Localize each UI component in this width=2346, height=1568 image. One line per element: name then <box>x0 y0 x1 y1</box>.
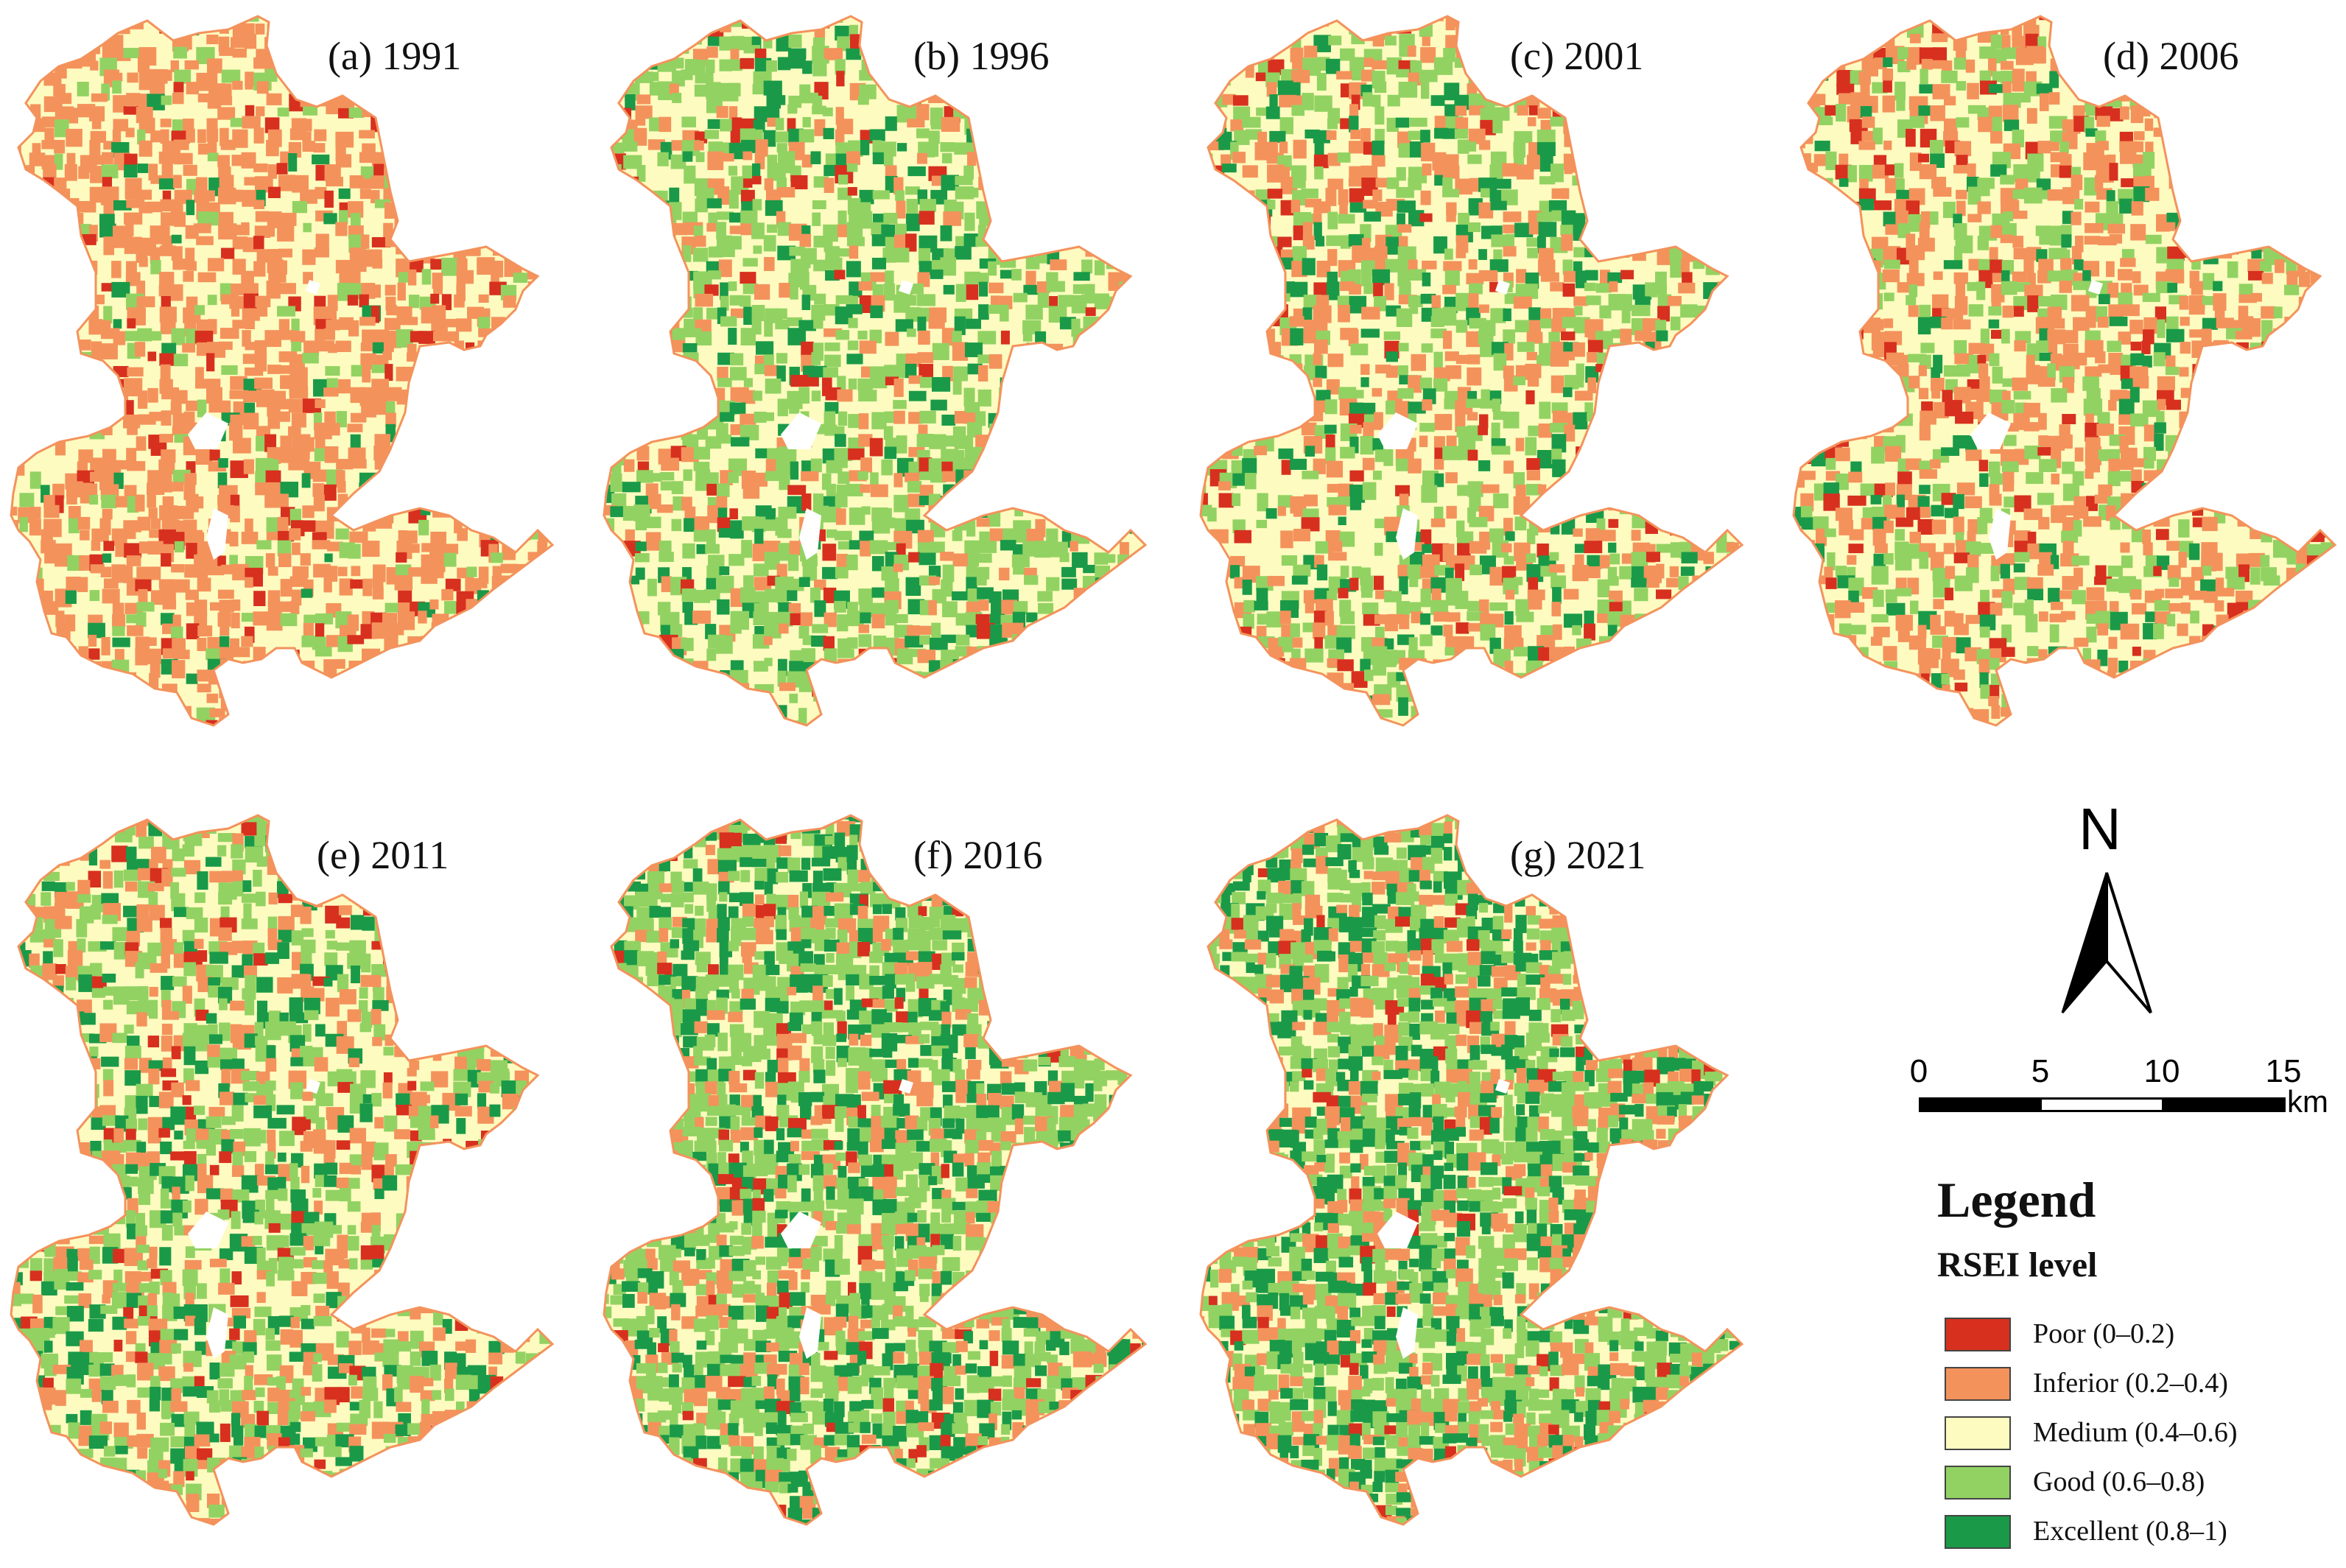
water-body <box>799 508 821 560</box>
rsei-map-2001 <box>1199 15 1744 727</box>
water-body <box>206 1307 228 1359</box>
panel-title-2006: (d) 2006 <box>2103 34 2239 78</box>
rsei-map-2011 <box>10 814 555 1526</box>
legend-title: Legend <box>1937 1172 2096 1228</box>
panel-title-1991: (a) 1991 <box>328 34 462 78</box>
water-body <box>1970 412 2011 449</box>
water-body <box>1377 412 1418 449</box>
scale-segment-2 <box>2040 1097 2164 1112</box>
legend-label-inferior: Inferior (0.2–0.4) <box>2033 1368 2228 1399</box>
water-body <box>1396 508 1418 560</box>
legend-item-medium: Medium (0.4–0.6) <box>1937 1413 2320 1452</box>
panel-title-2016: (f) 2016 <box>913 833 1043 877</box>
water-body <box>799 1307 821 1359</box>
rsei-map-2006 <box>1792 15 2337 727</box>
scale-unit: km <box>2287 1084 2328 1119</box>
map-panel-1991: (a) 1991 <box>7 0 597 759</box>
rsei-map-1991 <box>10 15 555 727</box>
panel-title-2001: (c) 2001 <box>1510 34 1644 78</box>
rsei-raster <box>11 815 552 1525</box>
water-body <box>1377 1212 1418 1248</box>
legend-label-good: Good (0.6–0.8) <box>2033 1466 2205 1497</box>
water-body <box>781 412 821 449</box>
water-body <box>1989 508 2011 560</box>
map-panel-2006: (d) 2006 <box>1790 0 2346 759</box>
legend-swatch-excellent <box>1945 1515 2011 1549</box>
water-body <box>781 1212 821 1248</box>
coastline <box>1199 15 1744 727</box>
rsei-map-1996 <box>603 15 1148 727</box>
legend-item-good: Good (0.6–0.8) <box>1937 1463 2320 1501</box>
coastline <box>1792 15 2337 727</box>
rsei-raster <box>1794 16 2335 725</box>
legend-label-medium: Medium (0.4–0.6) <box>2033 1417 2238 1448</box>
rsei-raster <box>604 16 1145 725</box>
scale-bar: 0 5 10 15 km <box>1900 1053 2328 1142</box>
water-body <box>188 1212 228 1248</box>
legend-swatch-good <box>1945 1466 2011 1500</box>
scale-tick-5: 5 <box>2031 1053 2050 1089</box>
legend-swatch-medium <box>1945 1416 2011 1450</box>
map-panel-2001: (c) 2001 <box>1197 0 1786 759</box>
coastline <box>1199 814 1744 1526</box>
panel-title-2011: (e) 2011 <box>317 833 449 877</box>
rsei-raster <box>1201 815 1742 1525</box>
scale-segment-3 <box>2162 1097 2286 1112</box>
scale-tick-0: 0 <box>1909 1053 1928 1089</box>
legend-item-poor: Poor (0–0.2) <box>1937 1315 2320 1353</box>
scale-segment-1 <box>1919 1097 2042 1112</box>
scale-tick-15: 15 <box>2265 1053 2302 1089</box>
coastline <box>603 814 1148 1526</box>
legend-item-excellent: Excellent (0.8–1) <box>1937 1512 2320 1550</box>
map-panel-2016: (f) 2016 <box>600 799 1190 1558</box>
water-body <box>1396 1307 1418 1359</box>
scale-tick-10: 10 <box>2143 1053 2180 1089</box>
legend-swatch-inferior <box>1945 1367 2011 1401</box>
legend-label-excellent: Excellent (0.8–1) <box>2033 1516 2227 1547</box>
rsei-map-2021 <box>1199 814 1744 1526</box>
water-body <box>899 280 913 295</box>
legend-subtitle: RSEI level <box>1937 1245 2098 1284</box>
water-body <box>2088 280 2103 295</box>
north-arrow: N <box>2040 795 2173 1031</box>
rsei-raster <box>604 815 1145 1525</box>
water-body <box>206 508 228 560</box>
water-body <box>188 412 228 449</box>
water-body <box>1495 1079 1510 1094</box>
water-body <box>306 280 320 295</box>
coastline <box>603 15 1148 727</box>
water-body <box>1495 280 1510 295</box>
water-body <box>306 1079 320 1094</box>
map-panel-1996: (b) 1996 <box>600 0 1190 759</box>
water-body <box>899 1079 913 1094</box>
panel-title-2021: (g) 2021 <box>1510 833 1646 877</box>
panel-title-1996: (b) 1996 <box>913 34 1050 78</box>
coastline <box>10 814 555 1526</box>
legend-label-poor: Poor (0–0.2) <box>2033 1318 2175 1349</box>
north-arrow-icon <box>2061 872 2152 1014</box>
rsei-map-2016 <box>603 814 1148 1526</box>
rsei-raster <box>1201 16 1742 725</box>
coastline <box>10 15 555 727</box>
legend: Legend RSEI level Poor (0–0.2) Inferior … <box>1937 1171 2320 1554</box>
map-panel-2011: (e) 2011 <box>7 799 597 1558</box>
map-panel-2021: (g) 2021 <box>1197 799 1786 1558</box>
legend-item-inferior: Inferior (0.2–0.4) <box>1937 1364 2320 1402</box>
north-label: N <box>2079 796 2121 862</box>
legend-swatch-poor <box>1945 1318 2011 1351</box>
rsei-raster <box>11 16 552 725</box>
